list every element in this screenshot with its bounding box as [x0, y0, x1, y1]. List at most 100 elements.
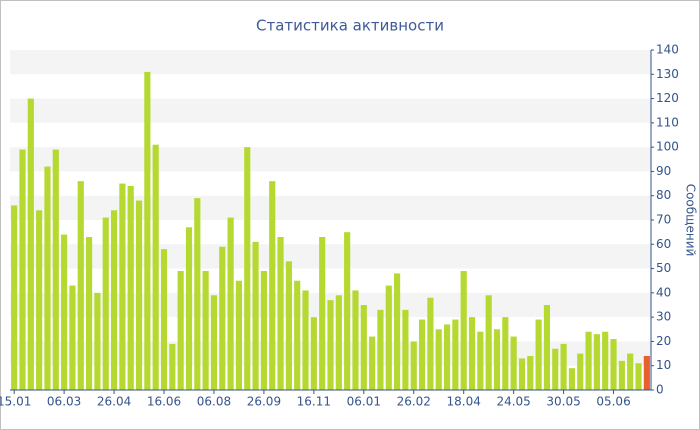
bar: [610, 339, 617, 390]
bar: [310, 317, 317, 390]
x-tick-label: 26.04: [97, 395, 131, 409]
bar: [527, 356, 534, 390]
y-tick-label: 120: [656, 91, 679, 105]
x-tick-label: 18.04: [447, 395, 481, 409]
bar: [335, 295, 342, 390]
bar: [477, 331, 484, 390]
bar: [144, 71, 151, 390]
bar: [302, 290, 309, 390]
bar: [294, 280, 301, 390]
bar: [27, 98, 34, 391]
bar: [177, 271, 184, 390]
bar: [269, 181, 276, 390]
bar: [244, 147, 251, 390]
bar: [502, 317, 509, 390]
x-tick-label: 16.06: [147, 395, 181, 409]
bar: [77, 181, 84, 390]
bar: [360, 305, 367, 390]
x-tick-label: 06.08: [197, 395, 231, 409]
bar: [377, 309, 384, 390]
bar: [160, 249, 168, 390]
grid-band: [10, 50, 651, 75]
bar: [577, 353, 584, 390]
bar: [635, 363, 642, 390]
bar: [202, 271, 209, 390]
bar: [86, 237, 93, 390]
bar: [169, 343, 176, 390]
bar: [11, 205, 18, 390]
bar: [568, 368, 575, 390]
bar: [135, 200, 143, 390]
y-tick-label: 130: [656, 67, 679, 81]
bar: [110, 210, 118, 390]
bar: [543, 305, 551, 390]
y-tick-label: 30: [656, 310, 671, 324]
x-tick-label: 06.03: [47, 395, 81, 409]
y-tick-label: 0: [656, 383, 664, 397]
bar: [485, 295, 492, 390]
y-tick-label: 100: [656, 140, 679, 154]
bar: [327, 300, 334, 390]
bar: [402, 309, 409, 390]
bar: [319, 237, 326, 390]
x-tick-label: 05.06: [596, 395, 630, 409]
grid-band: [10, 147, 651, 172]
x-tick-label: 26.02: [397, 395, 431, 409]
bar: [219, 246, 226, 390]
grid-band: [10, 195, 651, 220]
y-tick-label: 50: [656, 261, 671, 275]
bar: [194, 198, 201, 390]
grid-band: [10, 98, 651, 123]
bar: [593, 334, 600, 390]
bar: [61, 234, 68, 390]
y-tick-label: 80: [656, 188, 671, 202]
y-axis-title: Сообщений: [684, 184, 698, 257]
bar: [385, 285, 392, 390]
y-tick-label: 60: [656, 237, 671, 251]
bar: [535, 319, 542, 390]
bar: [518, 358, 526, 390]
bar: [493, 329, 501, 390]
bar: [394, 273, 401, 390]
y-tick-label: 40: [656, 285, 671, 299]
y-tick-label: 110: [656, 115, 679, 129]
bar: [552, 348, 559, 390]
bar: [210, 295, 218, 390]
bar: [102, 217, 109, 390]
x-tick-label: 06.01: [347, 395, 381, 409]
bar: [44, 166, 51, 390]
bar: [252, 241, 259, 390]
y-tick-label: 20: [656, 334, 671, 348]
bar: [369, 336, 376, 390]
bar: [468, 317, 476, 390]
x-tick-label: 15.01: [0, 395, 31, 409]
bar: [152, 144, 159, 390]
bar: [94, 292, 101, 390]
bar: [618, 360, 625, 390]
y-tick-label: 90: [656, 164, 671, 178]
bar: [227, 217, 234, 390]
bar: [435, 329, 442, 390]
x-tick-label: 16.11: [297, 395, 331, 409]
x-tick-label: 26.09: [247, 395, 281, 409]
y-tick-label: 140: [656, 43, 679, 57]
bar: [427, 297, 434, 390]
bar: [260, 271, 267, 390]
bar: [285, 261, 292, 390]
bar: [344, 232, 351, 390]
y-tick-label: 10: [656, 358, 671, 372]
bar: [452, 319, 459, 390]
bar: [418, 319, 426, 390]
bar: [585, 331, 592, 390]
x-tick-label: 30.05: [546, 395, 580, 409]
bar: [460, 271, 467, 390]
bar: [185, 227, 193, 390]
chart-title: Статистика активности: [256, 17, 444, 35]
bar: [352, 290, 359, 390]
bar: [52, 149, 59, 390]
bar: [643, 356, 650, 390]
bar: [69, 285, 76, 390]
bar: [235, 280, 243, 390]
bar: [127, 186, 134, 390]
